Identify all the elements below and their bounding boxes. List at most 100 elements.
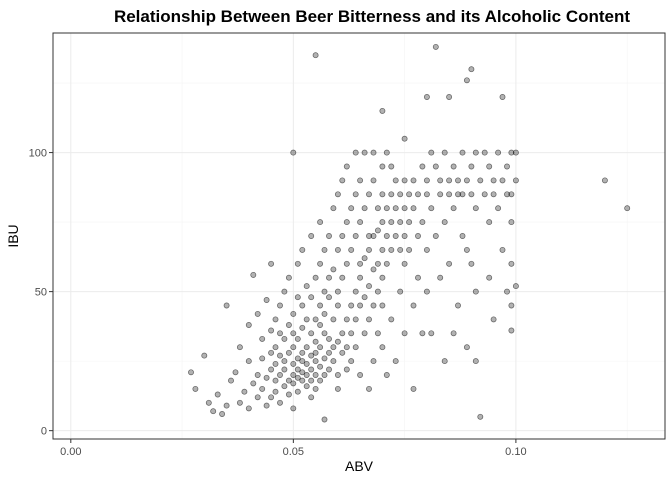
- data-point: [469, 164, 474, 169]
- data-point: [393, 206, 398, 211]
- data-point: [487, 275, 492, 280]
- data-point: [300, 303, 305, 308]
- data-point: [491, 192, 496, 197]
- data-point: [473, 206, 478, 211]
- data-point: [371, 150, 376, 155]
- data-point: [513, 284, 518, 289]
- data-point: [273, 389, 278, 394]
- data-point: [246, 322, 251, 327]
- data-point: [353, 233, 358, 238]
- data-point: [398, 247, 403, 252]
- data-point: [318, 378, 323, 383]
- data-point: [349, 303, 354, 308]
- data-point: [255, 372, 260, 377]
- data-point: [389, 164, 394, 169]
- data-point: [500, 178, 505, 183]
- data-point: [313, 386, 318, 391]
- data-point: [331, 359, 336, 364]
- data-point: [371, 233, 376, 238]
- data-point: [340, 350, 345, 355]
- data-point: [358, 275, 363, 280]
- data-point: [313, 359, 318, 364]
- data-point: [415, 275, 420, 280]
- data-point: [295, 389, 300, 394]
- data-point: [349, 247, 354, 252]
- data-point: [335, 372, 340, 377]
- data-point: [464, 247, 469, 252]
- data-point: [344, 317, 349, 322]
- x-tick-label: 0.05: [283, 446, 304, 458]
- data-point: [442, 359, 447, 364]
- data-point: [375, 331, 380, 336]
- data-point: [491, 178, 496, 183]
- data-point: [224, 303, 229, 308]
- data-point: [389, 220, 394, 225]
- data-point: [237, 345, 242, 350]
- data-point: [380, 220, 385, 225]
- data-point: [313, 372, 318, 377]
- data-point: [509, 328, 514, 333]
- data-point: [188, 370, 193, 375]
- data-point: [326, 295, 331, 300]
- data-point: [509, 192, 514, 197]
- data-point: [362, 295, 367, 300]
- data-point: [282, 289, 287, 294]
- data-point: [420, 331, 425, 336]
- data-point: [375, 261, 380, 266]
- data-point: [344, 261, 349, 266]
- data-point: [407, 247, 412, 252]
- data-point: [433, 164, 438, 169]
- data-point: [291, 381, 296, 386]
- data-point: [393, 178, 398, 183]
- data-point: [366, 317, 371, 322]
- data-point: [402, 261, 407, 266]
- data-point: [282, 367, 287, 372]
- data-point: [326, 275, 331, 280]
- data-point: [442, 150, 447, 155]
- data-point: [260, 386, 265, 391]
- x-tick-label: 0.00: [60, 446, 81, 458]
- data-point: [460, 233, 465, 238]
- data-point: [447, 94, 452, 99]
- data-point: [442, 220, 447, 225]
- data-point: [291, 406, 296, 411]
- data-point: [469, 67, 474, 72]
- data-point: [286, 275, 291, 280]
- data-point: [380, 192, 385, 197]
- data-point: [451, 331, 456, 336]
- data-point: [291, 345, 296, 350]
- data-point: [371, 303, 376, 308]
- data-point: [433, 44, 438, 49]
- data-point: [362, 331, 367, 336]
- data-point: [304, 384, 309, 389]
- data-point: [375, 206, 380, 211]
- data-point: [473, 289, 478, 294]
- data-point: [322, 417, 327, 422]
- data-point: [340, 331, 345, 336]
- data-point: [504, 289, 509, 294]
- data-point: [398, 192, 403, 197]
- data-point: [286, 392, 291, 397]
- data-point: [246, 406, 251, 411]
- data-point: [411, 303, 416, 308]
- data-point: [206, 400, 211, 405]
- data-point: [264, 297, 269, 302]
- data-point: [380, 247, 385, 252]
- data-point: [491, 317, 496, 322]
- data-point: [295, 295, 300, 300]
- y-axis-title: IBU: [5, 224, 21, 247]
- data-point: [326, 233, 331, 238]
- major-gridlines: [53, 33, 665, 439]
- data-point: [269, 367, 274, 372]
- data-point: [277, 372, 282, 377]
- data-point: [420, 164, 425, 169]
- data-point: [429, 150, 434, 155]
- data-point: [504, 164, 509, 169]
- data-point: [509, 303, 514, 308]
- data-point: [322, 356, 327, 361]
- data-point: [473, 359, 478, 364]
- data-point: [393, 359, 398, 364]
- data-point: [318, 220, 323, 225]
- data-point: [496, 206, 501, 211]
- data-point: [269, 395, 274, 400]
